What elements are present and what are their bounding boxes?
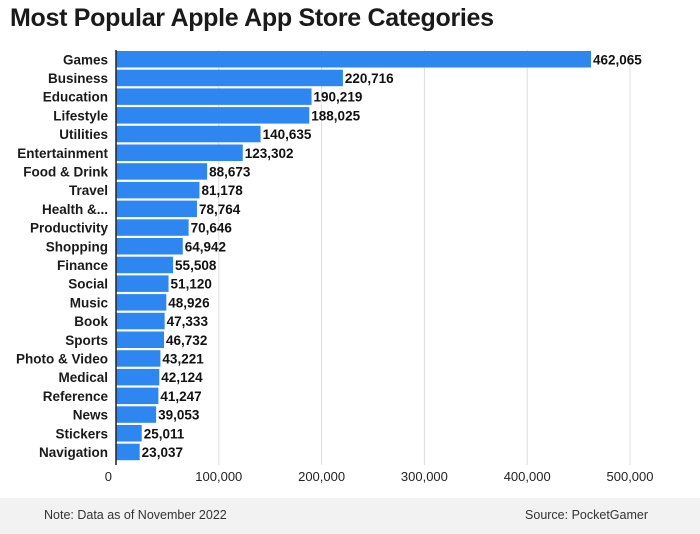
- bar: [116, 125, 261, 143]
- bar: [116, 331, 165, 348]
- category-label: Stickers: [55, 426, 108, 441]
- bar-chart: Games 462,065 Business 220,716 Education 190,…: [16, 50, 654, 484]
- bar: [116, 368, 160, 386]
- bar: [116, 350, 161, 367]
- category-label: Education: [43, 90, 108, 105]
- footnote: Note: Data as of November 2022: [44, 508, 227, 522]
- bar: [116, 312, 165, 330]
- category-label: Business: [48, 71, 108, 86]
- bar: [116, 256, 174, 274]
- category-label: Navigation: [39, 445, 108, 460]
- category-label: Music: [70, 295, 109, 310]
- value-label: 48,926: [168, 295, 210, 310]
- bar: [116, 163, 208, 180]
- category-label: Finance: [57, 258, 109, 273]
- value-label: 70,646: [191, 221, 233, 236]
- value-label: 51,120: [171, 277, 212, 292]
- category-label: Travel: [69, 183, 108, 198]
- value-label: 42,124: [161, 370, 203, 385]
- x-tick-label: 300,000: [401, 469, 448, 484]
- value-label: 462,065: [593, 52, 642, 67]
- footer-bar: [0, 498, 700, 534]
- value-label: 47,333: [167, 314, 209, 329]
- bar: [116, 294, 167, 311]
- bar: [116, 387, 159, 405]
- category-label: Shopping: [46, 239, 108, 254]
- bar: [116, 107, 310, 124]
- category-label: Utilities: [59, 127, 108, 142]
- bar: [116, 425, 142, 442]
- category-label: Food & Drink: [23, 164, 108, 179]
- category-label: Lifestyle: [53, 108, 108, 123]
- category-label: Health &...: [42, 202, 108, 217]
- value-label: 41,247: [160, 389, 201, 404]
- category-label: Social: [68, 277, 108, 292]
- value-label: 220,716: [345, 71, 394, 86]
- value-label: 46,732: [166, 333, 207, 348]
- x-tick-label: 200,000: [298, 469, 345, 484]
- bar: [116, 275, 169, 292]
- bar: [116, 69, 343, 87]
- category-label: Sports: [65, 333, 108, 348]
- bar: [116, 51, 592, 68]
- source-credit: Source: PocketGamer: [525, 508, 648, 522]
- x-tick-label: 400,000: [504, 469, 551, 484]
- value-label: 190,219: [314, 90, 363, 105]
- value-label: 140,635: [263, 127, 312, 142]
- value-label: 81,178: [201, 183, 243, 198]
- x-tick-label: 500,000: [607, 469, 654, 484]
- chart-title: Most Popular Apple App Store Categories: [10, 4, 494, 32]
- value-label: 55,508: [175, 258, 217, 273]
- value-label: 23,037: [142, 445, 183, 460]
- bar: [116, 219, 189, 236]
- value-label: 88,673: [209, 164, 251, 179]
- value-label: 25,011: [144, 426, 185, 441]
- bar: [116, 238, 183, 255]
- bar: [116, 88, 312, 105]
- category-label: Book: [74, 314, 108, 329]
- bar: [116, 144, 243, 161]
- category-label: Games: [63, 52, 108, 67]
- x-tick-label: 100,000: [195, 469, 242, 484]
- value-label: 78,764: [199, 202, 241, 217]
- category-label: Photo & Video: [16, 351, 108, 366]
- x-tick-label: 0: [105, 469, 112, 484]
- category-label: Productivity: [30, 221, 109, 236]
- category-label: Medical: [58, 370, 108, 385]
- bar: [116, 200, 197, 218]
- value-label: 64,942: [185, 239, 226, 254]
- value-label: 39,053: [158, 408, 200, 423]
- category-label: News: [73, 408, 108, 423]
- bar: [116, 406, 157, 423]
- value-label: 188,025: [311, 108, 360, 123]
- value-label: 43,221: [162, 351, 204, 366]
- value-label: 123,302: [245, 146, 294, 161]
- category-label: Entertainment: [17, 146, 108, 161]
- bar: [116, 443, 140, 461]
- category-label: Reference: [43, 389, 109, 404]
- bar: [116, 181, 200, 199]
